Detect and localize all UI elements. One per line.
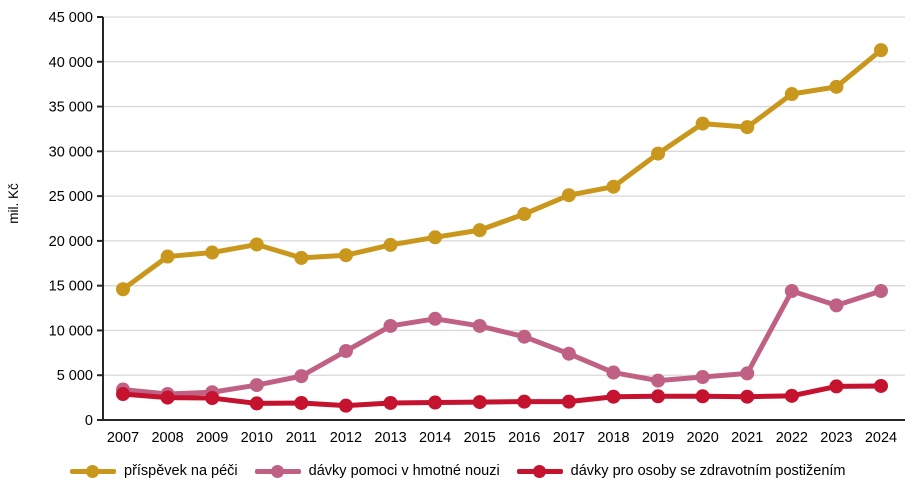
series-line-1 [120,288,884,397]
x-tick-label: 2023 [820,430,852,446]
x-tick-label: 2007 [107,430,139,446]
legend-marker-red-icon [516,464,563,478]
y-tick-label: 10 000 [49,323,93,339]
x-tick-label: 2010 [241,430,273,446]
data-point-series-0 [249,237,264,252]
y-tick-label: 40 000 [49,55,93,71]
legend-item-zdravotni-postizeni: dávky pro osoby se zdravotním postižením [516,463,846,479]
y-tick-label: 25 000 [49,189,93,205]
data-point-series-1 [383,318,398,333]
y-tick-label: 45 000 [49,10,93,26]
data-point-series-2 [160,390,175,405]
data-point-series-2 [249,396,264,411]
x-tick-label: 2022 [776,430,808,446]
series-line-2 [120,383,884,409]
y-tick-label: 35 000 [49,100,93,116]
data-point-series-0 [472,223,487,238]
data-point-series-0 [561,188,576,203]
legend-label-hmotna-nouze: dávky pomoci v hmotné nouzi [308,463,500,479]
data-point-series-2 [428,395,443,410]
x-tick-label: 2024 [865,430,897,446]
legend-marker-pink-icon [254,464,301,478]
x-tick-label: 2015 [464,430,496,446]
x-tick-label: 2017 [553,430,585,446]
x-tick-label: 2020 [687,430,719,446]
data-point-series-2 [294,395,309,410]
series-line-0 [120,47,884,292]
chart-plot-area: 0 5 000 10 000 15 000 20 000 25 000 30 000 35 0… [6,10,905,446]
data-point-series-2 [561,394,576,409]
data-point-series-1 [561,346,576,361]
data-point-series-0 [383,237,398,252]
legend-label-prispevek: příspěvek na péči [124,463,238,479]
y-axis-title: mil. Kč [6,183,21,224]
data-point-series-1 [651,373,666,388]
chart-legend: příspěvek na péči dávky pomoci v hmotné … [70,463,846,479]
data-point-series-2 [606,389,621,404]
data-point-series-2 [740,389,755,404]
x-tick-label: 2016 [508,430,540,446]
data-point-series-0 [695,116,710,131]
data-point-series-2 [116,387,130,402]
legend-marker-gold-icon [70,464,116,478]
data-point-series-1 [338,344,353,359]
data-point-series-0 [428,230,443,245]
data-point-series-1 [784,284,799,299]
y-tick-label: 20 000 [49,234,93,250]
data-point-series-1 [249,378,264,393]
x-tick-label: 2009 [196,430,228,446]
x-tick-label: 2012 [330,430,362,446]
legend-item-prispevek: příspěvek na péči [70,463,238,479]
data-point-series-1 [517,329,532,344]
data-point-series-2 [784,388,799,403]
data-point-series-1 [472,318,487,333]
y-tick-label: 15 000 [49,279,93,295]
data-point-series-1 [294,369,309,384]
data-point-series-1 [695,370,710,385]
x-tick-label: 2008 [151,430,183,446]
data-point-series-0 [874,43,888,58]
data-point-series-2 [472,395,487,410]
data-point-series-0 [829,79,844,94]
data-point-series-0 [784,87,799,102]
data-point-series-2 [695,389,710,404]
data-point-series-0 [294,250,309,265]
data-point-series-0 [651,146,666,161]
data-point-series-2 [874,378,888,393]
data-point-series-1 [740,366,755,381]
data-point-series-2 [651,389,666,404]
data-point-series-0 [740,120,755,135]
data-point-series-0 [116,282,130,297]
y-tick-label: 0 [85,413,93,429]
x-tick-label: 2011 [286,430,317,446]
data-point-series-1 [829,298,844,313]
data-point-series-0 [517,207,532,222]
data-point-series-2 [829,379,844,394]
y-tick-label: 30 000 [49,144,93,160]
x-tick-label: 2018 [597,430,629,446]
data-point-series-0 [205,245,220,260]
data-point-series-0 [160,249,175,264]
data-point-series-2 [205,391,220,406]
data-point-series-2 [517,394,532,409]
x-tick-label: 2013 [374,430,406,446]
x-tick-label: 2021 [731,430,763,446]
legend-item-hmotna-nouze: dávky pomoci v hmotné nouzi [254,463,500,479]
data-point-series-1 [428,311,443,326]
x-tick-label: 2014 [419,430,451,446]
data-point-series-2 [383,395,398,410]
legend-label-zdravotni-postizeni: dávky pro osoby se zdravotním postižením [570,463,846,479]
y-tick-label: 5 000 [57,368,93,384]
data-point-series-1 [874,284,888,299]
data-point-series-0 [606,179,621,194]
data-point-series-1 [606,365,621,380]
x-tick-label: 2019 [642,430,674,446]
data-point-series-0 [338,248,353,263]
data-point-series-2 [338,398,353,413]
